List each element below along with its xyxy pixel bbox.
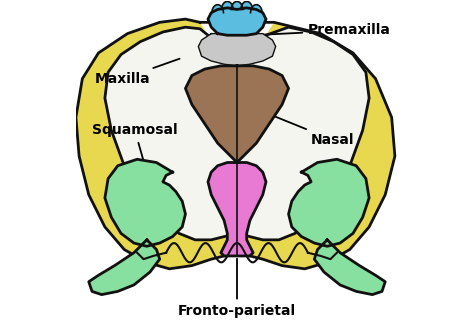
- Polygon shape: [198, 33, 276, 66]
- Polygon shape: [231, 2, 243, 9]
- Text: Squamosal: Squamosal: [92, 123, 178, 170]
- Polygon shape: [251, 5, 262, 13]
- Text: Nasal: Nasal: [272, 115, 355, 147]
- Polygon shape: [105, 27, 369, 240]
- Polygon shape: [212, 5, 223, 13]
- Text: Premaxilla: Premaxilla: [254, 23, 391, 37]
- Polygon shape: [208, 162, 266, 256]
- Polygon shape: [76, 19, 395, 269]
- Text: Fronto-parietal: Fronto-parietal: [178, 259, 296, 318]
- Polygon shape: [185, 66, 289, 162]
- Polygon shape: [208, 8, 266, 35]
- Text: Maxilla: Maxilla: [95, 59, 180, 86]
- Polygon shape: [289, 159, 369, 246]
- Polygon shape: [314, 240, 385, 294]
- Polygon shape: [221, 2, 233, 9]
- Polygon shape: [89, 240, 160, 294]
- Polygon shape: [105, 159, 185, 246]
- Polygon shape: [241, 2, 253, 9]
